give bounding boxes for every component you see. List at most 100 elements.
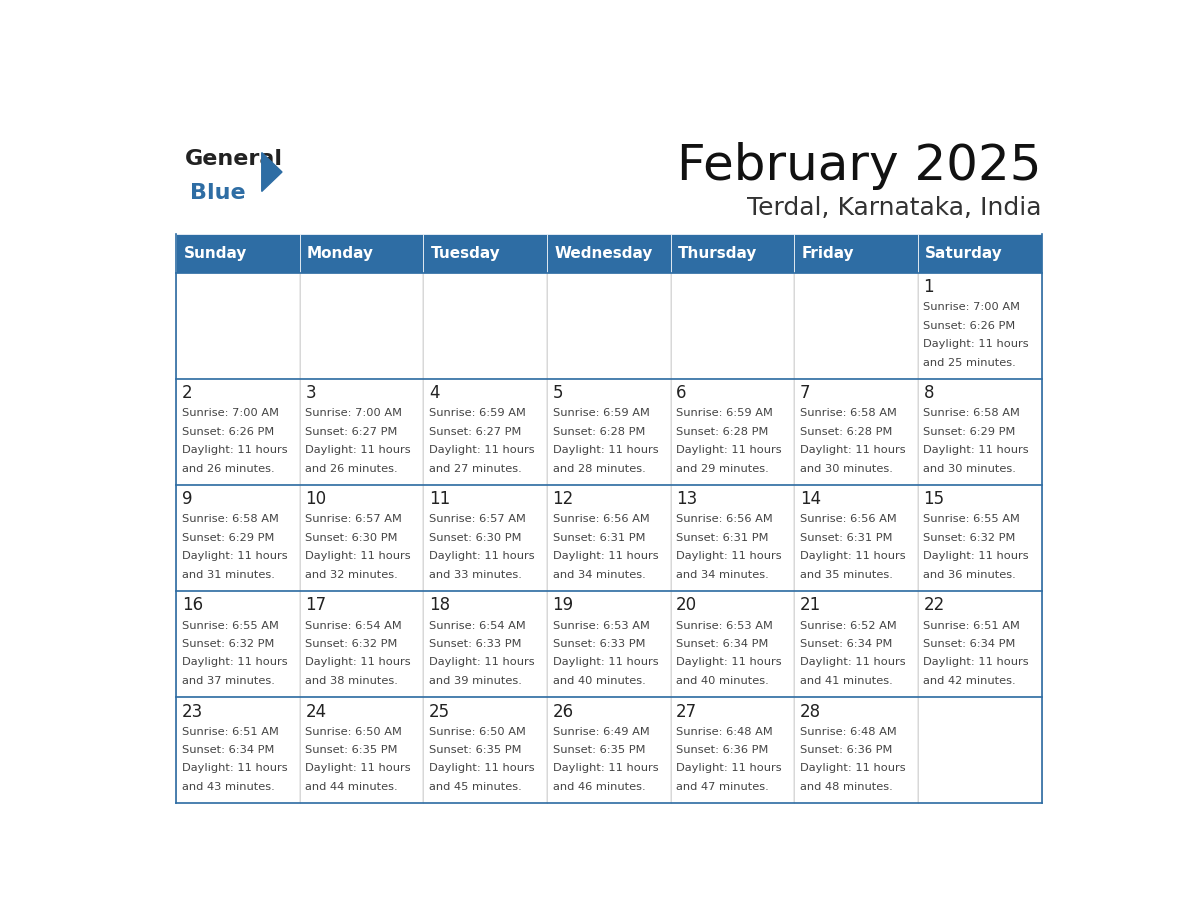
Text: Daylight: 11 hours: Daylight: 11 hours (429, 763, 535, 773)
Text: Sunrise: 6:50 AM: Sunrise: 6:50 AM (429, 726, 526, 736)
Bar (918, 379, 1042, 485)
Text: and 40 minutes.: and 40 minutes. (552, 676, 645, 686)
Bar (671, 234, 795, 273)
Bar (299, 591, 423, 697)
Text: Daylight: 11 hours: Daylight: 11 hours (800, 657, 905, 667)
Text: Sunrise: 6:58 AM: Sunrise: 6:58 AM (923, 409, 1020, 419)
Bar (299, 379, 423, 485)
Text: Sunset: 6:31 PM: Sunset: 6:31 PM (676, 532, 769, 543)
Text: 18: 18 (429, 597, 450, 614)
Text: Terdal, Karnataka, India: Terdal, Karnataka, India (747, 196, 1042, 220)
Text: Sunset: 6:31 PM: Sunset: 6:31 PM (552, 532, 645, 543)
Bar (918, 234, 1042, 273)
Text: Sunrise: 6:59 AM: Sunrise: 6:59 AM (429, 409, 526, 419)
Text: Sunset: 6:27 PM: Sunset: 6:27 PM (429, 427, 522, 437)
Bar (795, 697, 918, 803)
Text: and 26 minutes.: and 26 minutes. (305, 464, 398, 474)
Text: Sunrise: 6:51 AM: Sunrise: 6:51 AM (182, 726, 278, 736)
Text: Sunset: 6:36 PM: Sunset: 6:36 PM (676, 744, 769, 755)
Text: Monday: Monday (308, 246, 374, 261)
Text: Sunrise: 7:00 AM: Sunrise: 7:00 AM (923, 302, 1020, 312)
Text: and 27 minutes.: and 27 minutes. (429, 464, 522, 474)
Bar (671, 485, 795, 591)
Text: Sunrise: 6:53 AM: Sunrise: 6:53 AM (676, 621, 773, 631)
Bar (671, 591, 795, 697)
Text: Daylight: 11 hours: Daylight: 11 hours (923, 551, 1029, 561)
Text: Sunset: 6:31 PM: Sunset: 6:31 PM (800, 532, 892, 543)
Text: Sunrise: 6:55 AM: Sunrise: 6:55 AM (182, 621, 278, 631)
Text: Daylight: 11 hours: Daylight: 11 hours (923, 339, 1029, 349)
Text: Daylight: 11 hours: Daylight: 11 hours (552, 657, 658, 667)
Bar (423, 234, 546, 273)
Text: Friday: Friday (802, 246, 854, 261)
Text: Sunrise: 7:00 AM: Sunrise: 7:00 AM (182, 409, 279, 419)
Text: Sunset: 6:32 PM: Sunset: 6:32 PM (182, 639, 274, 649)
Bar (546, 591, 671, 697)
Text: Sunrise: 6:56 AM: Sunrise: 6:56 AM (552, 514, 650, 524)
Text: and 38 minutes.: and 38 minutes. (305, 676, 398, 686)
Text: 7: 7 (800, 385, 810, 402)
Text: Daylight: 11 hours: Daylight: 11 hours (305, 763, 411, 773)
Text: Blue: Blue (190, 183, 246, 203)
Text: Daylight: 11 hours: Daylight: 11 hours (429, 551, 535, 561)
Text: and 31 minutes.: and 31 minutes. (182, 569, 274, 579)
Text: and 42 minutes.: and 42 minutes. (923, 676, 1016, 686)
Bar (423, 697, 546, 803)
Text: Daylight: 11 hours: Daylight: 11 hours (305, 551, 411, 561)
Bar (176, 591, 299, 697)
Text: Sunrise: 6:48 AM: Sunrise: 6:48 AM (800, 726, 897, 736)
Text: Daylight: 11 hours: Daylight: 11 hours (552, 445, 658, 455)
Text: and 43 minutes.: and 43 minutes. (182, 781, 274, 791)
Bar (299, 273, 423, 379)
Text: Daylight: 11 hours: Daylight: 11 hours (305, 657, 411, 667)
Bar (546, 273, 671, 379)
Text: Daylight: 11 hours: Daylight: 11 hours (182, 445, 287, 455)
Text: Sunset: 6:30 PM: Sunset: 6:30 PM (305, 532, 398, 543)
Text: Sunset: 6:35 PM: Sunset: 6:35 PM (305, 744, 398, 755)
Text: 23: 23 (182, 702, 203, 721)
Bar (795, 234, 918, 273)
Text: Sunset: 6:28 PM: Sunset: 6:28 PM (676, 427, 769, 437)
Text: Sunrise: 6:50 AM: Sunrise: 6:50 AM (305, 726, 403, 736)
Text: 12: 12 (552, 490, 574, 509)
Bar (918, 485, 1042, 591)
Bar (176, 234, 299, 273)
Text: 19: 19 (552, 597, 574, 614)
Text: Daylight: 11 hours: Daylight: 11 hours (676, 551, 782, 561)
Text: Daylight: 11 hours: Daylight: 11 hours (676, 657, 782, 667)
Text: and 48 minutes.: and 48 minutes. (800, 781, 892, 791)
Text: 4: 4 (429, 385, 440, 402)
Text: and 45 minutes.: and 45 minutes. (429, 781, 522, 791)
Text: Daylight: 11 hours: Daylight: 11 hours (800, 445, 905, 455)
Bar (423, 485, 546, 591)
Text: Sunrise: 6:57 AM: Sunrise: 6:57 AM (429, 514, 526, 524)
Text: Daylight: 11 hours: Daylight: 11 hours (182, 657, 287, 667)
Text: and 33 minutes.: and 33 minutes. (429, 569, 522, 579)
Text: Sunrise: 6:49 AM: Sunrise: 6:49 AM (552, 726, 650, 736)
Bar (176, 485, 299, 591)
Text: Sunrise: 6:54 AM: Sunrise: 6:54 AM (305, 621, 402, 631)
Text: Sunset: 6:29 PM: Sunset: 6:29 PM (182, 532, 274, 543)
Text: Sunrise: 6:56 AM: Sunrise: 6:56 AM (676, 514, 773, 524)
Text: 15: 15 (923, 490, 944, 509)
Text: Daylight: 11 hours: Daylight: 11 hours (923, 657, 1029, 667)
Text: 14: 14 (800, 490, 821, 509)
Text: Daylight: 11 hours: Daylight: 11 hours (676, 763, 782, 773)
Text: and 34 minutes.: and 34 minutes. (552, 569, 645, 579)
Text: Sunset: 6:32 PM: Sunset: 6:32 PM (923, 532, 1016, 543)
Text: 21: 21 (800, 597, 821, 614)
Text: 22: 22 (923, 597, 944, 614)
Text: 26: 26 (552, 702, 574, 721)
Text: Sunset: 6:28 PM: Sunset: 6:28 PM (552, 427, 645, 437)
Text: Thursday: Thursday (678, 246, 758, 261)
Text: Sunrise: 6:51 AM: Sunrise: 6:51 AM (923, 621, 1020, 631)
Bar (176, 379, 299, 485)
Text: Wednesday: Wednesday (555, 246, 652, 261)
Text: Daylight: 11 hours: Daylight: 11 hours (800, 763, 905, 773)
Bar (299, 234, 423, 273)
Text: Daylight: 11 hours: Daylight: 11 hours (305, 445, 411, 455)
Text: 11: 11 (429, 490, 450, 509)
Text: Sunset: 6:34 PM: Sunset: 6:34 PM (923, 639, 1016, 649)
Text: 3: 3 (305, 385, 316, 402)
Text: 24: 24 (305, 702, 327, 721)
